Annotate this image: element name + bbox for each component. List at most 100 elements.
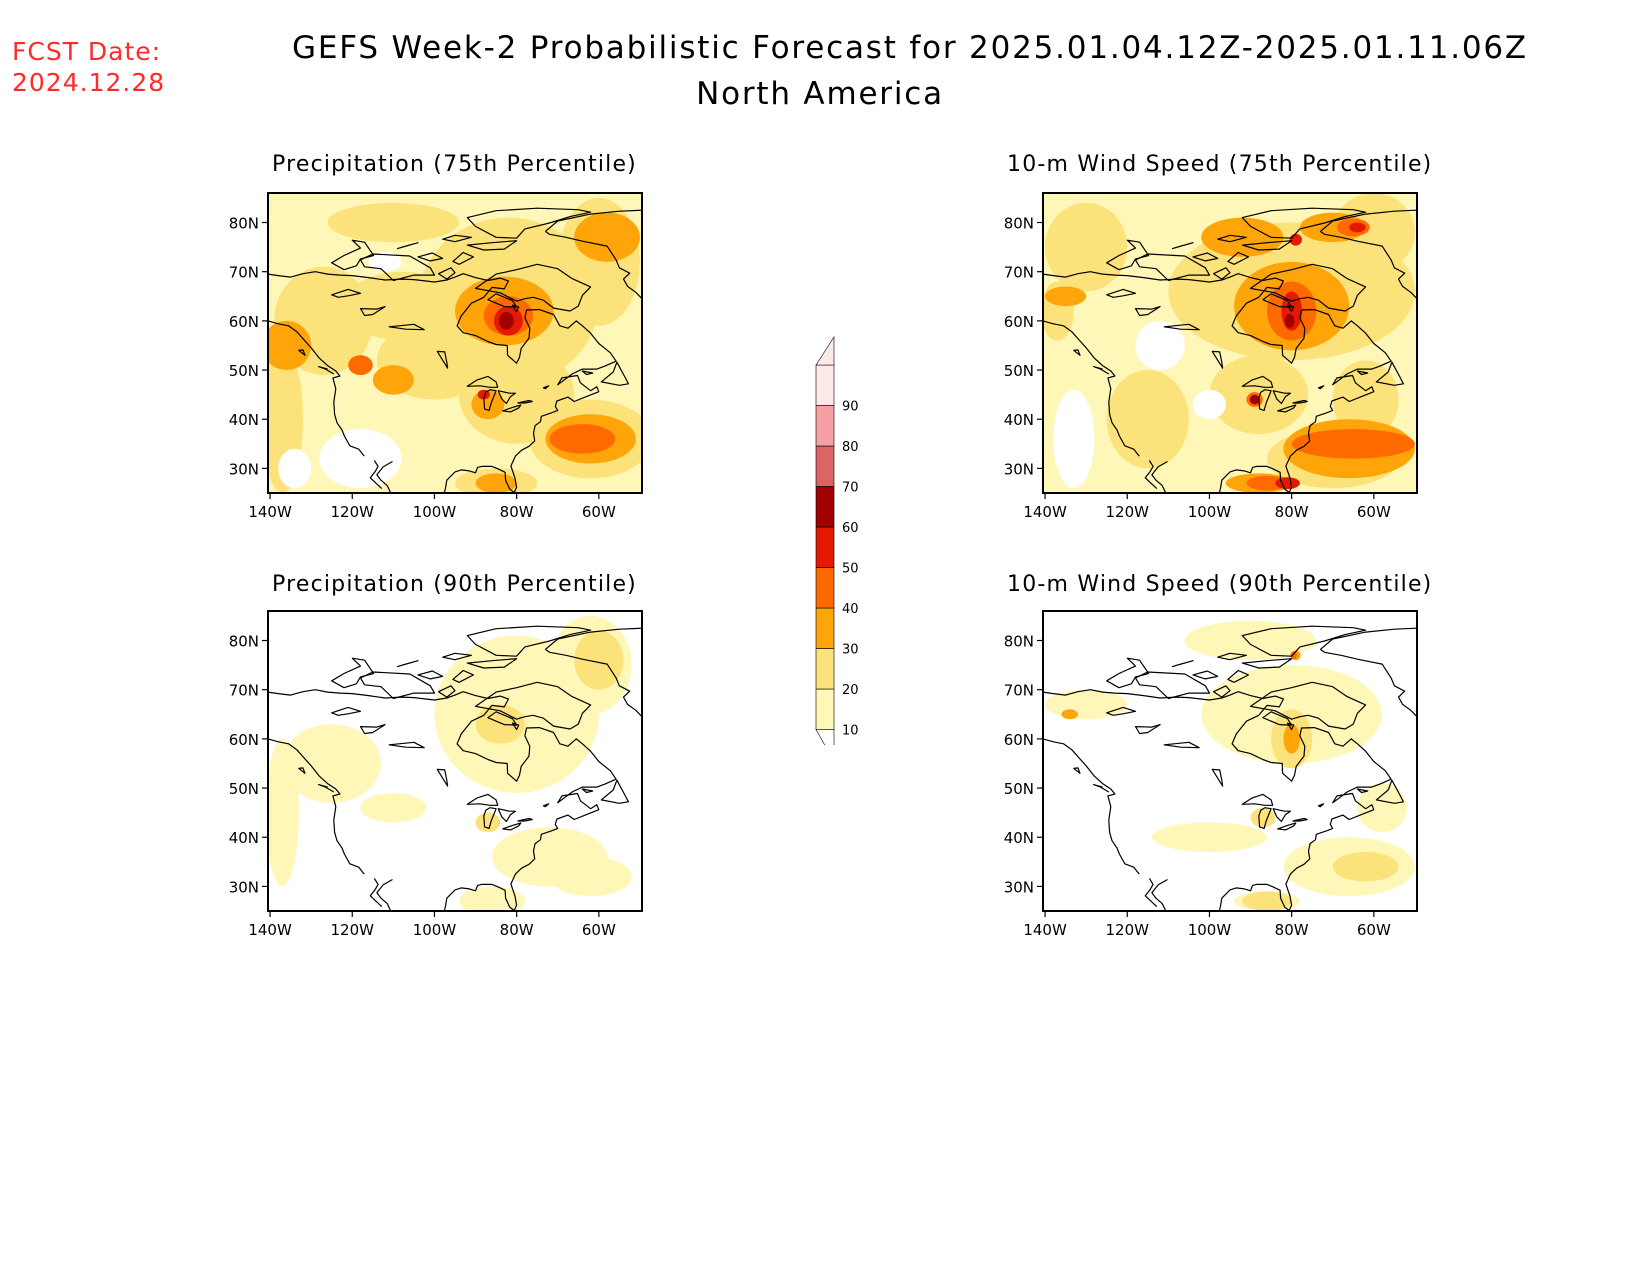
lake [466,793,499,806]
lon-tick-label: 100W [413,503,457,521]
lake [502,404,522,413]
lake [1241,375,1274,388]
island [1241,658,1293,669]
colorbar-label: 90 [842,400,859,415]
lat-tick-label: 30N [229,878,259,896]
island [1073,349,1081,356]
coastlines [1043,625,1417,911]
colorbar-swatch [815,445,835,487]
island [417,670,444,680]
colorbar-swatch [815,364,835,406]
island [452,669,475,683]
island [331,239,375,271]
colorbar-swatch [815,526,835,568]
lake [517,399,533,404]
lake [466,375,499,388]
colorbar-swatch [815,405,835,447]
island [1241,207,1367,239]
colorbar-swatch [815,607,835,649]
lat-tick-label: 70N [229,264,259,282]
greenland-coast [545,627,642,650]
greenland-coast [545,230,642,300]
colorbar-swatch [815,486,835,528]
coastline [376,878,393,911]
shaded-field [268,193,642,493]
shaded-field [268,611,642,911]
island [298,349,306,356]
island [1134,671,1211,700]
island [1356,788,1369,794]
forecast-date-block: FCST Date: 2024.12.28 [12,36,165,98]
island [600,779,629,804]
shade-region [1249,394,1260,405]
greenland-coast [1320,209,1417,232]
map-panel-wind-75: 140W 120W 100W 80W 60W 80N 70N 60N 50N 40N 30N [1004,192,1418,521]
island [1317,385,1325,390]
island [1286,722,1295,731]
island [1262,711,1293,726]
coastline [369,460,383,490]
lon-tick-label: 80W [1275,503,1309,521]
island [438,685,456,698]
lake [1134,724,1161,735]
coastline [443,487,447,493]
island [1171,660,1194,668]
shade-region [1332,851,1399,882]
island [1192,252,1219,262]
shaded-field [1043,193,1417,493]
shade-region [1283,724,1300,754]
shade-region [1045,202,1128,292]
lake [359,306,386,317]
island [1217,234,1247,243]
colorbar-label: 50 [842,562,859,577]
island [487,293,518,308]
greenland-coast [545,648,642,718]
island [511,722,520,731]
coastline [268,320,365,457]
shade-region [549,424,616,454]
lon-tick-label: 80W [500,921,534,939]
lake [1211,350,1224,369]
lon-tick-label: 120W [331,921,375,939]
colorbar-arrow [815,335,835,366]
coastline [1218,905,1222,911]
island [1356,370,1369,376]
lon-tick-label: 60W [1357,503,1391,521]
lon-tick-label: 60W [582,503,616,521]
coastline [268,689,617,911]
island [298,767,306,774]
panel-title-wind-75: 10-m Wind Speed (75th Percentile) [1007,152,1433,177]
lat-tick-label: 80N [229,215,259,233]
island [331,657,375,689]
colorbar: 10 20 30 40 50 60 70 80 90 [815,335,859,745]
island [1227,669,1250,683]
shade-region [372,365,414,395]
island [466,658,518,669]
page-title: GEFS Week-2 Probabilistic Forecast for 2… [292,30,1528,66]
lat-tick-label: 50N [1004,780,1034,798]
lake [1106,288,1137,298]
map-frame [1042,610,1418,912]
island [396,242,419,250]
lake [388,741,425,749]
colorbar-swatch [815,567,835,609]
map-panel-precip-75: 140W 120W 100W 80W 60W 80N 70N 60N 50N 40N 30N [229,192,643,521]
island [1171,242,1194,250]
map-panel-wind-90: 140W 120W 100W 80W 60W 80N 70N 60N 50N 40N 30N [1004,610,1418,939]
shade-region [1053,389,1095,489]
lon-tick-label: 120W [1106,503,1150,521]
island [1241,240,1293,251]
lon-tick-label: 140W [1023,921,1067,939]
shade-region [1289,233,1302,246]
lat-tick-label: 60N [1004,731,1034,749]
lat-tick-label: 80N [229,633,259,651]
island [474,263,592,312]
greenland-coast [1320,627,1417,650]
map-frame [1042,192,1418,494]
shade-region [475,812,501,833]
colorbar-label: 10 [842,724,859,739]
greenland-coast [1320,230,1417,300]
shade-region [368,252,402,272]
island [1286,304,1295,313]
lat-tick-label: 30N [229,460,259,478]
